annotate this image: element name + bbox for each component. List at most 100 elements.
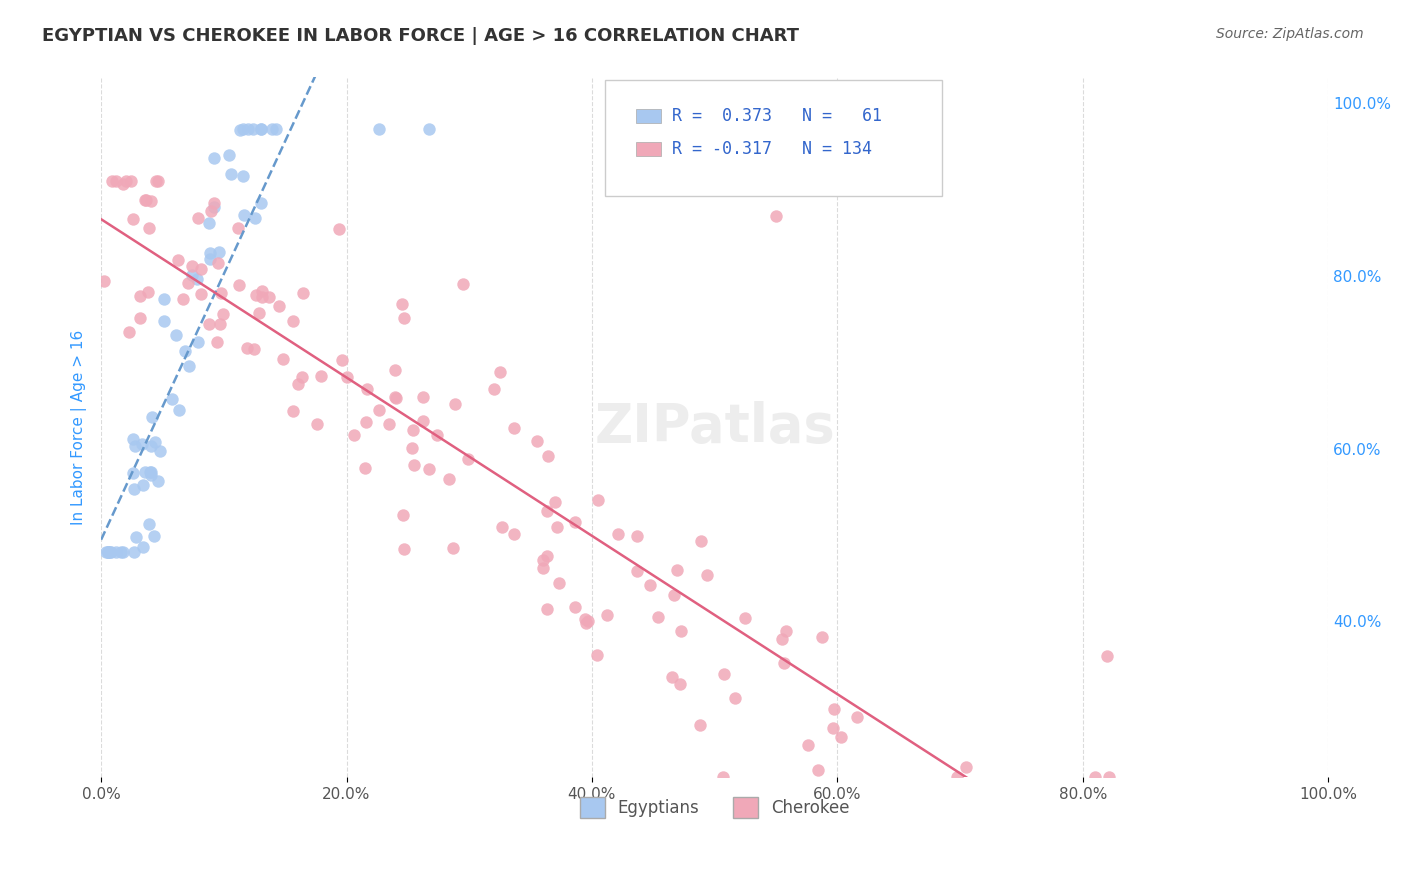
Point [441, 541, 464, 555]
Point [131, 436, 153, 450]
Point [141, 194, 163, 209]
Text: R =  0.373   N =   61: R = 0.373 N = 61 [672, 107, 882, 125]
Point [418, 122, 440, 136]
Point [536, 504, 558, 518]
Point [946, 770, 969, 784]
Point [343, 427, 366, 442]
Text: ZIPatlas: ZIPatlas [595, 401, 835, 453]
Point [531, 553, 554, 567]
Point [202, 196, 225, 211]
Point [491, 519, 513, 533]
Point [209, 286, 232, 301]
Point [502, 420, 524, 434]
Point [122, 466, 145, 480]
Point [336, 369, 359, 384]
Point [661, 671, 683, 685]
Point [200, 203, 222, 218]
Point [392, 508, 415, 522]
Point [482, 382, 505, 396]
Point [229, 123, 252, 137]
Point [249, 195, 271, 210]
Point [626, 564, 648, 578]
Point [418, 461, 440, 475]
Point [437, 473, 460, 487]
Point [96, 545, 118, 559]
Point [807, 764, 830, 778]
Point [97, 545, 120, 559]
Point [186, 272, 208, 286]
Point [526, 434, 548, 449]
Point [243, 211, 266, 226]
Point [391, 296, 413, 310]
Point [207, 335, 229, 350]
Point [166, 253, 188, 268]
Point [134, 465, 156, 479]
Point [173, 343, 195, 358]
Point [574, 612, 596, 626]
Point [368, 122, 391, 136]
Point [662, 588, 685, 602]
Point [665, 562, 688, 576]
Point [162, 392, 184, 406]
Point [531, 560, 554, 574]
Point [135, 193, 157, 207]
Point [187, 334, 209, 349]
Point [122, 432, 145, 446]
Point [202, 151, 225, 165]
Point [412, 390, 434, 404]
Point [775, 624, 797, 639]
Point [412, 414, 434, 428]
Point [236, 122, 259, 136]
Point [330, 353, 353, 368]
Point [1098, 770, 1121, 784]
Point [765, 209, 787, 223]
Text: R = -0.317   N = 134: R = -0.317 N = 134 [672, 140, 872, 158]
Point [586, 493, 609, 508]
Point [384, 390, 406, 404]
Point [575, 616, 598, 631]
Point [291, 370, 314, 384]
Point [172, 293, 194, 307]
Point [647, 610, 669, 624]
Point [564, 515, 586, 529]
Point [236, 341, 259, 355]
Point [536, 602, 558, 616]
Point [307, 417, 329, 431]
Point [177, 359, 200, 374]
Point [426, 427, 449, 442]
Point [198, 246, 221, 260]
Point [138, 221, 160, 235]
Point [385, 391, 408, 405]
Point [544, 495, 567, 509]
Text: EGYPTIAN VS CHEROKEE IN LABOR FORCE | AGE > 16 CORRELATION CHART: EGYPTIAN VS CHEROKEE IN LABOR FORCE | AG… [42, 27, 799, 45]
Point [198, 216, 221, 230]
Point [392, 541, 415, 556]
Point [955, 760, 977, 774]
Point [200, 252, 222, 267]
Text: Source: ZipAtlas.com: Source: ZipAtlas.com [1216, 27, 1364, 41]
Point [139, 467, 162, 482]
Point [104, 545, 127, 559]
Point [269, 299, 291, 313]
Point [772, 656, 794, 670]
Point [190, 261, 212, 276]
Point [250, 284, 273, 298]
Y-axis label: In Labor Force | Age > 16: In Labor Force | Age > 16 [72, 329, 87, 524]
Point [502, 527, 524, 541]
Point [139, 466, 162, 480]
Point [219, 168, 242, 182]
Point [264, 122, 287, 136]
Point [128, 289, 150, 303]
Point [149, 443, 172, 458]
Point [457, 451, 479, 466]
Point [110, 545, 132, 559]
Point [546, 520, 568, 534]
Point [153, 292, 176, 306]
Point [689, 533, 711, 548]
Point [134, 193, 156, 207]
Point [232, 122, 254, 136]
Point [180, 259, 202, 273]
Point [190, 287, 212, 301]
Point [287, 376, 309, 391]
Point [141, 439, 163, 453]
